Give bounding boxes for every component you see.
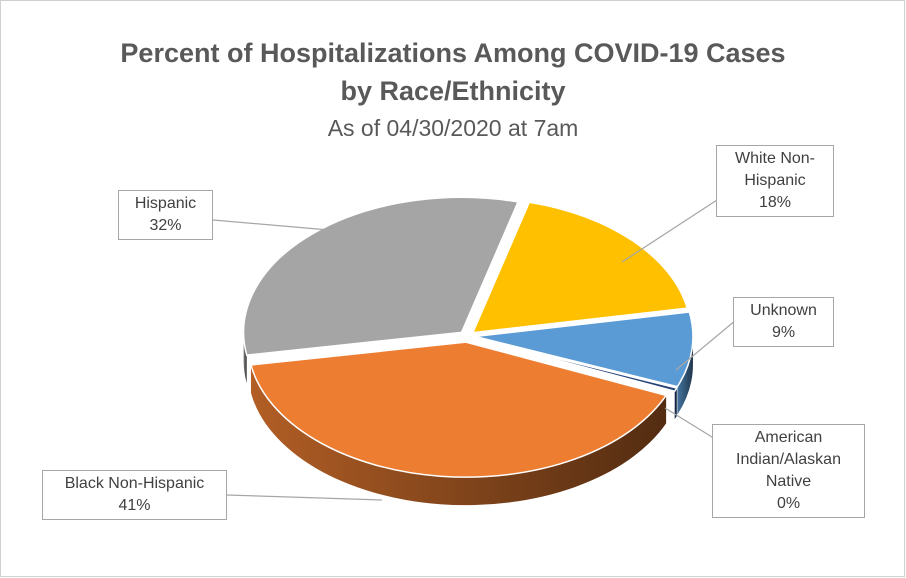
data-label-category: American — [754, 429, 823, 446]
leader-line-4 — [212, 219, 353, 233]
pie-slice-0 — [471, 201, 689, 334]
data-label-1: Unknown 9% — [733, 297, 834, 347]
data-label-value: 18% — [758, 194, 792, 211]
chart-title-line2: by Race/Ethnicity — [340, 76, 566, 106]
data-label-4: Hispanic 32% — [118, 190, 213, 240]
data-label-value: 41% — [118, 497, 151, 514]
data-label-category: Black Non-Hispanic — [64, 475, 205, 492]
pie-slice-4 — [242, 196, 520, 356]
data-label-category: Unknown — [750, 302, 817, 319]
pie-side-2 — [674, 388, 677, 420]
leader-line-1 — [675, 319, 737, 371]
pie-slice-3 — [250, 341, 668, 478]
data-label-value: 32% — [149, 217, 182, 234]
data-label-category: Hispanic — [744, 172, 806, 189]
pie-slice-2 — [474, 337, 678, 393]
data-label-category: White Non- — [734, 150, 816, 167]
data-label-value: 0% — [776, 495, 801, 512]
data-label-category: Indian/Alaskan — [736, 451, 841, 468]
chart-title: Percent of Hospitalizations Among COVID-… — [120, 38, 786, 68]
pie-side-1 — [677, 336, 693, 415]
chart-subtitle: As of 04/30/2020 at 7am — [327, 115, 579, 141]
data-label-category: Native — [765, 473, 812, 490]
leader-line-3 — [226, 494, 383, 501]
data-label-0: White Non- Hispanic 18% — [716, 145, 834, 217]
pie-slice-1 — [474, 311, 694, 388]
data-label-3: Black Non-Hispanic 41% — [42, 470, 227, 520]
pie-side-3 — [250, 364, 667, 506]
data-label-2: American Indian/Alaskan Native 0% — [712, 424, 865, 518]
data-label-value: 9% — [771, 324, 796, 341]
data-label-category: Hispanic — [134, 195, 197, 212]
